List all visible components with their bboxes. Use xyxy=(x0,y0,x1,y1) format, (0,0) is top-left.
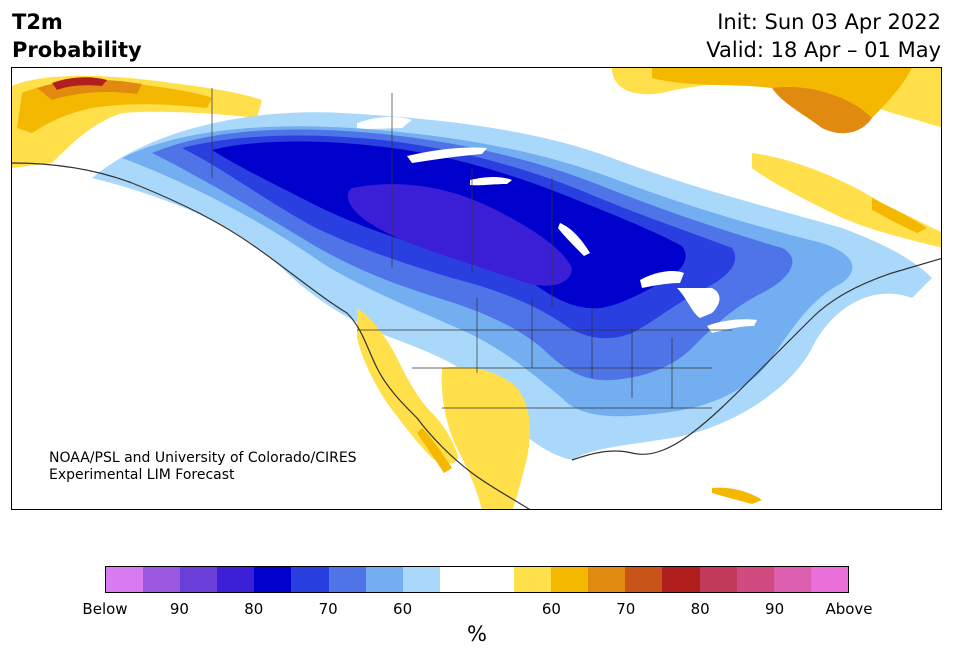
colorbar-cell-9 xyxy=(439,567,477,592)
greenland-darkorange-region xyxy=(772,87,872,134)
colorbar-tick-label: 90 xyxy=(169,600,189,618)
colorbar-cell-4 xyxy=(254,567,292,592)
colorbar-cell-17 xyxy=(736,567,774,592)
colorbar-tick-label: 80 xyxy=(690,600,710,618)
colorbar-cell-12 xyxy=(551,567,589,592)
labrador-orange-region xyxy=(872,198,927,233)
forecast-map xyxy=(11,67,942,510)
state-borders xyxy=(211,88,732,409)
colorbar-tick-labels: Below 90 80 70 60 60 70 80 90 Above xyxy=(82,600,872,618)
great-slave-lake xyxy=(407,147,487,163)
colorbar-cell-2 xyxy=(180,567,218,592)
colorbar-cell-18 xyxy=(773,567,811,592)
credit-line-2: Experimental LIM Forecast xyxy=(49,467,235,483)
baja-warm-region xyxy=(417,428,452,473)
colorbar-cell-15 xyxy=(662,567,700,592)
colorbar-cell-3 xyxy=(217,567,255,592)
colorbar-tick-label: Above xyxy=(825,600,873,618)
labrador-warm-region xyxy=(752,153,941,248)
credit-text: NOAA/PSL and University of Colorado/CIRE… xyxy=(49,450,357,484)
lake-michigan-huron xyxy=(677,288,720,318)
credit-line-1: NOAA/PSL and University of Colorado/CIRE… xyxy=(49,450,357,466)
southwest-warm-region xyxy=(357,308,458,464)
lake-winnipeg xyxy=(558,223,590,256)
colorbar-cell-8 xyxy=(402,567,440,592)
colorbar-cell-0 xyxy=(106,567,144,592)
map-title: T2m Probability xyxy=(12,8,142,64)
colorbar-cell-6 xyxy=(328,567,366,592)
mexico-warm-region xyxy=(441,366,530,509)
alaska-red-region xyxy=(52,77,107,90)
title-line-2: Probability xyxy=(12,38,142,62)
colorbar-tick-label: 60 xyxy=(393,600,413,618)
title-line-1: T2m xyxy=(12,10,63,34)
lake-erie-ontario xyxy=(707,319,757,333)
colorbar-cell-1 xyxy=(143,567,181,592)
colorbar-cell-10 xyxy=(476,567,515,592)
colorbar-tick-label: 70 xyxy=(318,600,338,618)
cuba-warm-region xyxy=(712,487,762,504)
colorbar-cell-19 xyxy=(810,567,848,592)
colorbar-tick-label: 60 xyxy=(541,600,561,618)
colorbar-units: % xyxy=(467,622,487,646)
valid-period: Valid: 18 Apr – 01 May xyxy=(706,38,941,62)
init-date: Init: Sun 03 Apr 2022 xyxy=(717,10,941,34)
colorbar-cell-14 xyxy=(625,567,663,592)
cold-region-75 xyxy=(347,184,572,286)
colorbar-cell-7 xyxy=(365,567,403,592)
probability-map-svg xyxy=(12,68,941,509)
colorbar-tick-label: 80 xyxy=(244,600,264,618)
great-bear-lake xyxy=(357,116,412,129)
forecast-dates: Init: Sun 03 Apr 2022 Valid: 18 Apr – 01… xyxy=(706,8,941,64)
colorbar-tick-label: Below xyxy=(82,600,128,618)
colorbar xyxy=(105,566,849,593)
colorbar-cell-16 xyxy=(699,567,737,592)
coastline xyxy=(12,162,941,509)
colorbar-tick-label: 70 xyxy=(616,600,636,618)
lake-athabasca xyxy=(470,177,512,186)
colorbar-cell-13 xyxy=(588,567,626,592)
colorbar-cell-11 xyxy=(514,567,552,592)
colorbar-cell-5 xyxy=(291,567,329,592)
lake-superior xyxy=(640,270,684,288)
colorbar-tick-label: 90 xyxy=(765,600,785,618)
